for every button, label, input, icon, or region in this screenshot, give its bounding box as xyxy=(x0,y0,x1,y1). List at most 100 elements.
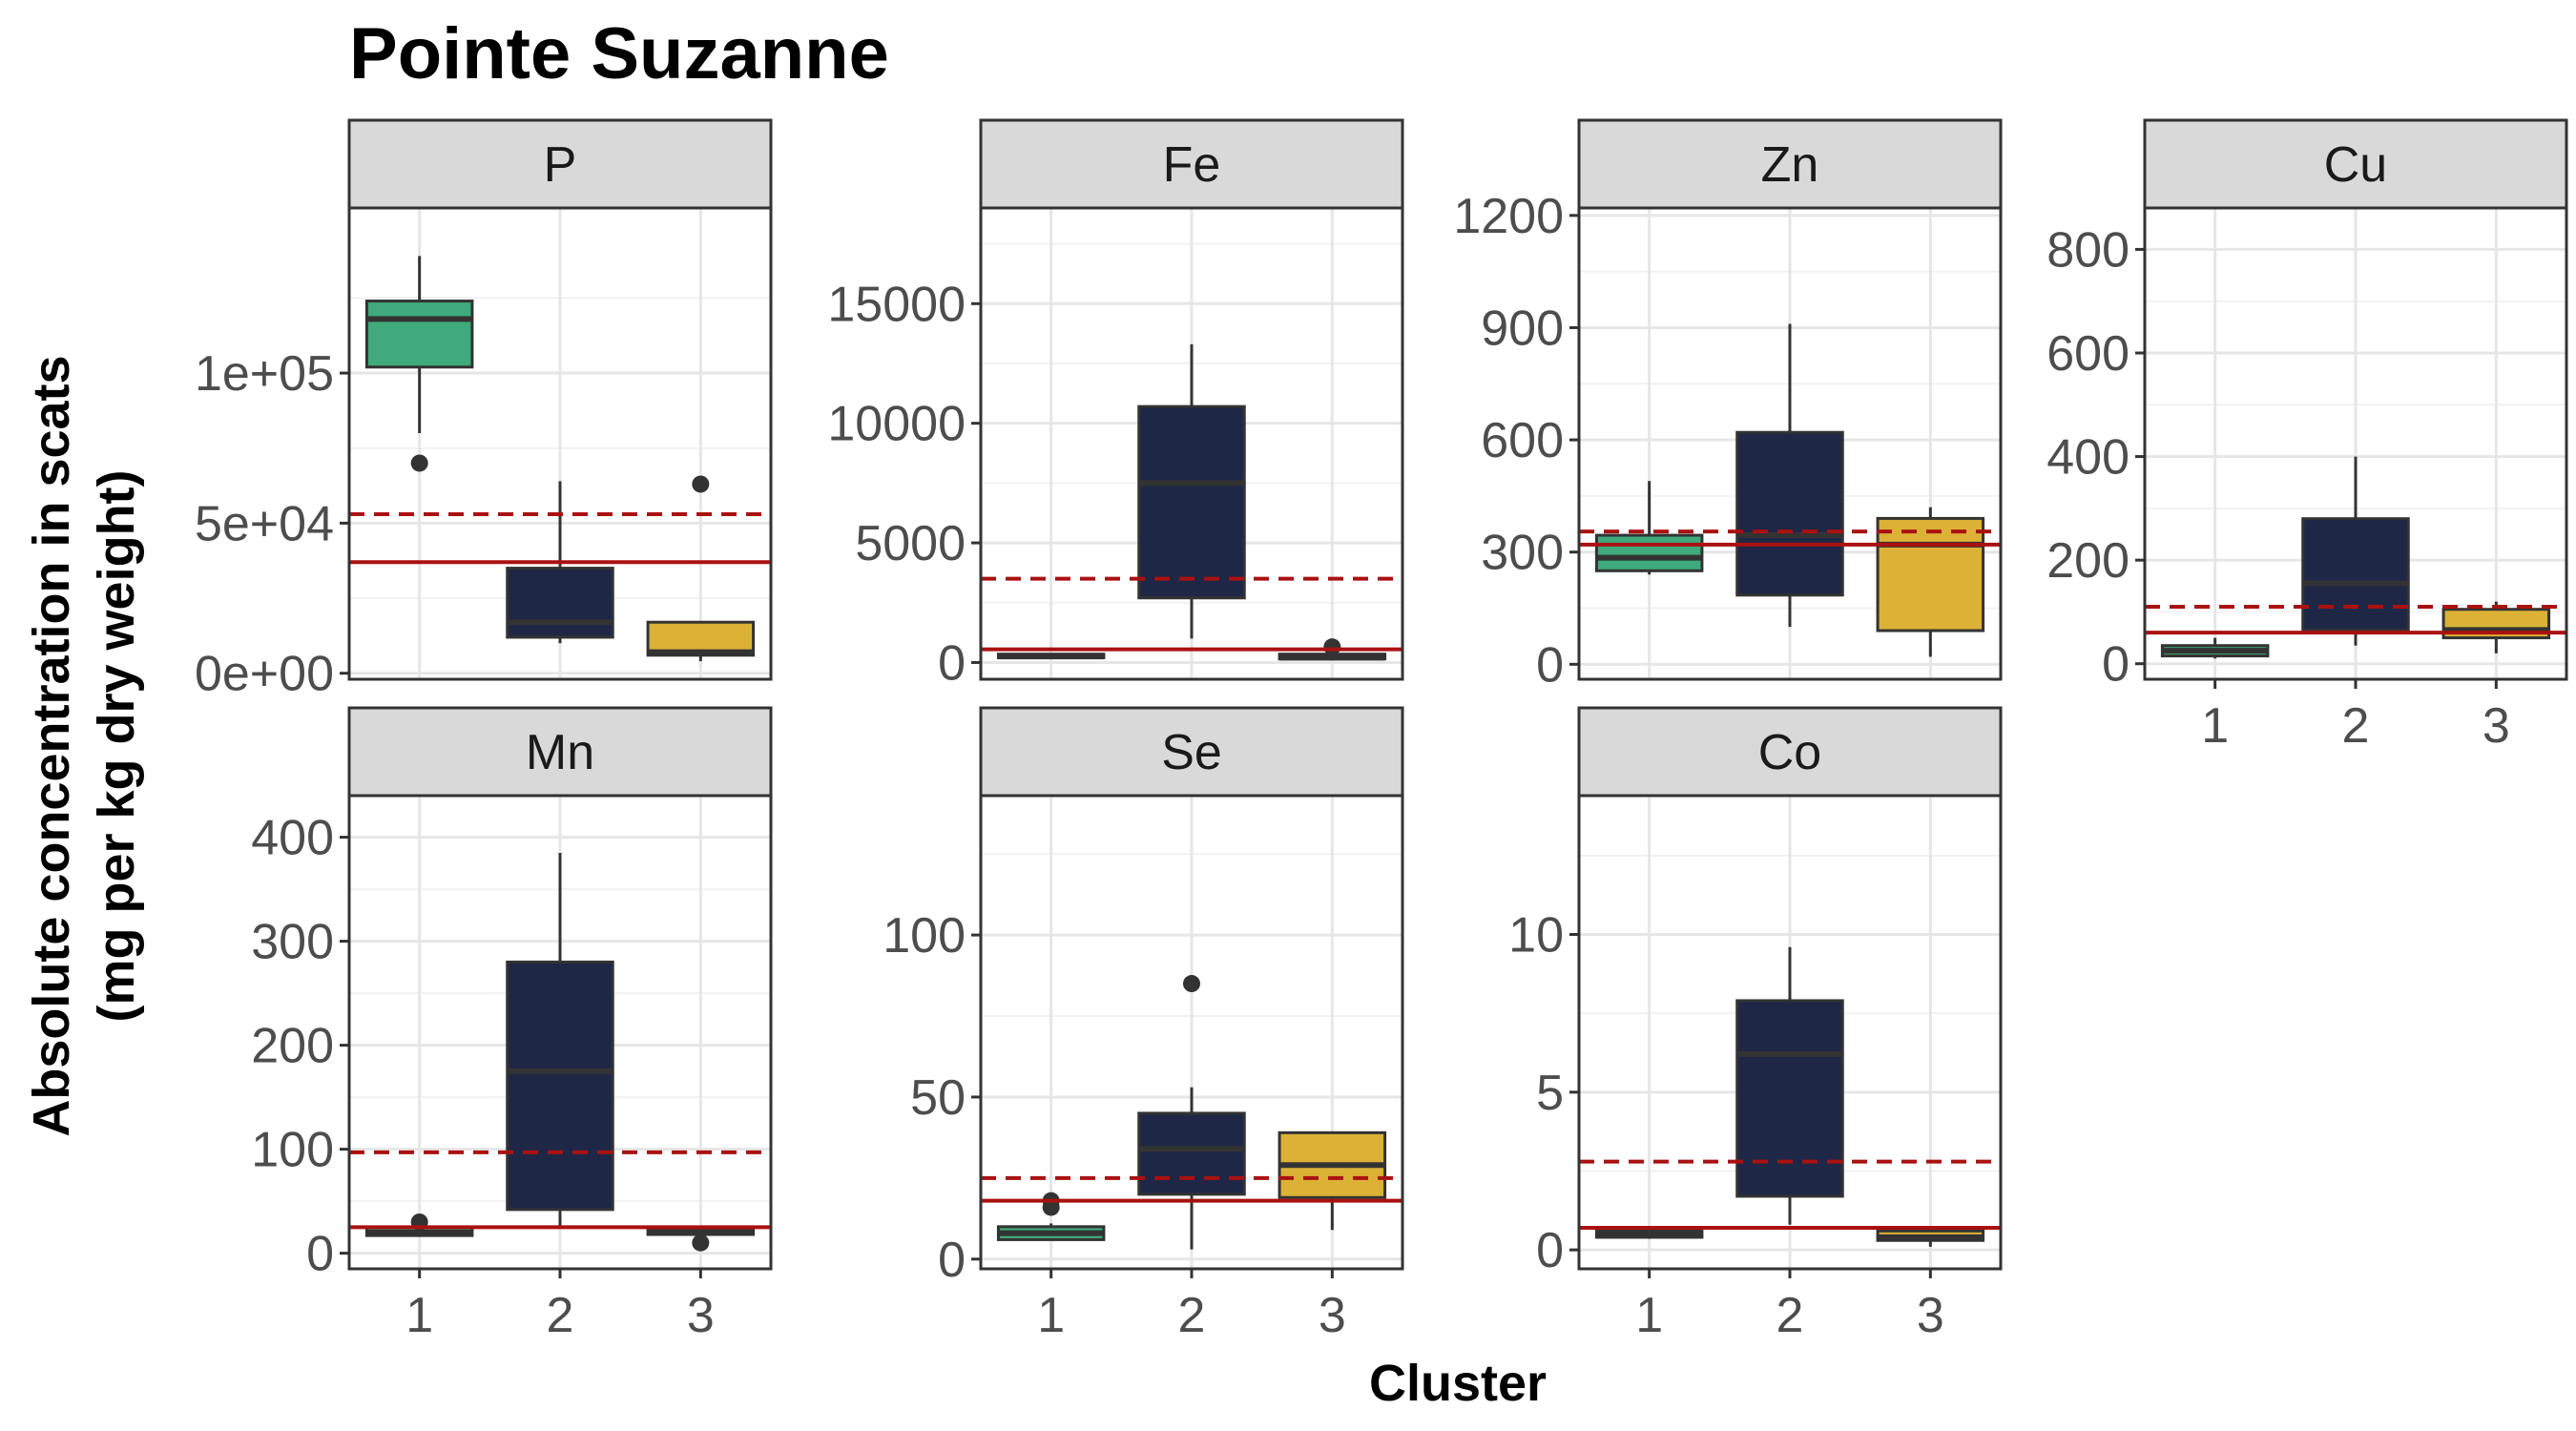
outlier-point xyxy=(692,1234,710,1252)
y-tick-label: 0 xyxy=(1536,637,1564,693)
y-tick-label: 300 xyxy=(251,915,334,970)
y-tick-label: 400 xyxy=(251,811,334,866)
box-cluster-3 xyxy=(646,475,756,662)
y-tick-label: 50 xyxy=(910,1070,966,1126)
y-tick-label: 10000 xyxy=(827,397,966,452)
x-tick-label: 2 xyxy=(1178,1288,1206,1343)
box-body xyxy=(506,567,614,639)
panel-fe: Fe 0 5000 10000 15000 xyxy=(827,118,1404,691)
strip-label: Fe xyxy=(1163,137,1221,193)
box-cluster-3 xyxy=(1278,1130,1387,1231)
facet-panels: P0e+005e+041e+05Fe050001000015000Zn03006… xyxy=(195,118,2568,1343)
strip-background xyxy=(347,706,773,798)
y-tick-label: 0 xyxy=(306,1227,334,1282)
panel-co: Co 0 5 10 1 2 3 xyxy=(1508,706,2003,1343)
y-tick-label: 0 xyxy=(2102,637,2129,693)
x-tick-label: 1 xyxy=(1037,1288,1065,1343)
y-tick-label: 10 xyxy=(1508,907,1564,963)
strip-label: Mn xyxy=(526,725,594,780)
y-tick-label: 5000 xyxy=(855,516,966,571)
y-tick-label: 600 xyxy=(1481,413,1564,468)
outlier-point xyxy=(1183,975,1200,993)
box-body xyxy=(364,300,474,369)
y-tick-label: 0 xyxy=(938,635,966,691)
box-cluster-2 xyxy=(506,481,614,644)
panel-p: P 0e+00 5e+04 1e+05 xyxy=(195,118,773,702)
y-tick-label: 15000 xyxy=(827,277,966,332)
box-cluster-1 xyxy=(996,653,1106,660)
strip-background xyxy=(2143,118,2568,210)
box-body xyxy=(1735,999,1844,1198)
x-tick-label: 2 xyxy=(547,1288,574,1343)
box-cluster-2 xyxy=(1735,323,1844,628)
outlier-point xyxy=(692,475,710,493)
strip-background xyxy=(979,118,1404,210)
y-tick-label: 400 xyxy=(2046,430,2129,486)
box-cluster-2 xyxy=(1735,946,1844,1225)
y-axis-title-line2: (mg per kg dry weight) xyxy=(88,469,145,1022)
y-tick-label: 100 xyxy=(251,1123,334,1178)
y-tick-label: 1200 xyxy=(1453,189,1564,244)
y-tick-label: 900 xyxy=(1481,301,1564,356)
box-body xyxy=(1876,516,1985,633)
box-cluster-2 xyxy=(2301,456,2410,646)
box-cluster-2 xyxy=(1137,343,1246,639)
strip-label: Co xyxy=(1758,725,1821,780)
y-tick-label: 0 xyxy=(1536,1223,1564,1278)
y-tick-label: 200 xyxy=(2046,533,2129,589)
box-cluster-1 xyxy=(2160,637,2270,659)
chart-title: Pointe Suzanne xyxy=(349,13,889,94)
y-tick-label: 300 xyxy=(1481,526,1564,581)
strip-background xyxy=(1577,118,2003,210)
x-tick-label: 3 xyxy=(1319,1288,1346,1343)
box-body xyxy=(1735,430,1844,597)
strip-label: Se xyxy=(1161,725,1222,780)
y-tick-label: 600 xyxy=(2046,326,2129,382)
box-cluster-1 xyxy=(996,1192,1106,1241)
outlier-point xyxy=(410,454,428,472)
box-cluster-3 xyxy=(1876,1228,1985,1247)
x-tick-label: 2 xyxy=(1776,1288,1804,1343)
box-cluster-1 xyxy=(1594,481,1704,575)
y-tick-label: 200 xyxy=(251,1019,334,1074)
panel-mn: Mn 0 100 200 300 400 1 2 3 xyxy=(251,706,773,1343)
y-tick-label: 1e+05 xyxy=(195,346,334,402)
strip-background xyxy=(1577,706,2003,798)
strip-label: P xyxy=(544,137,577,193)
box-cluster-2 xyxy=(1137,975,1246,1250)
x-axis-title: Cluster xyxy=(1369,1355,1547,1412)
y-tick-label: 100 xyxy=(883,908,966,964)
strip-background xyxy=(347,118,773,210)
y-tick-label: 5 xyxy=(1536,1066,1564,1121)
x-tick-label: 1 xyxy=(405,1288,433,1343)
y-tick-label: 0e+00 xyxy=(195,647,334,702)
panel-se: Se 0 50 100 1 2 3 xyxy=(883,706,1404,1343)
strip-background xyxy=(979,706,1404,798)
strip-label: Zn xyxy=(1761,137,1819,193)
box-body xyxy=(2301,517,2410,632)
box-cluster-2 xyxy=(506,852,614,1228)
box-cluster-1 xyxy=(364,256,474,472)
x-tick-label: 2 xyxy=(2342,698,2370,754)
plot-border xyxy=(979,206,1404,681)
strip-label: Cu xyxy=(2324,137,2387,193)
y-tick-label: 0 xyxy=(938,1233,966,1288)
y-tick-label: 5e+04 xyxy=(195,496,334,551)
box-body xyxy=(1137,404,1246,600)
plot-border xyxy=(347,206,773,681)
panel-cu: Cu 0 200 400 600 800 1 2 3 xyxy=(2046,118,2568,754)
x-tick-label: 3 xyxy=(1917,1288,1944,1343)
y-tick-label: 800 xyxy=(2046,222,2129,278)
x-tick-label: 1 xyxy=(2201,698,2229,754)
y-axis-title-line1: Absolute concentration in scats xyxy=(23,355,80,1136)
panel-zn: Zn 0 300 600 900 1200 xyxy=(1453,118,2003,693)
box-body xyxy=(1594,533,1704,572)
box-body xyxy=(506,960,614,1212)
x-tick-label: 3 xyxy=(2483,698,2510,754)
x-tick-label: 1 xyxy=(1635,1288,1663,1343)
x-tick-label: 3 xyxy=(687,1288,715,1343)
plot-border xyxy=(1577,206,2003,681)
outlier-point xyxy=(1323,638,1341,656)
box-body xyxy=(1137,1111,1246,1196)
